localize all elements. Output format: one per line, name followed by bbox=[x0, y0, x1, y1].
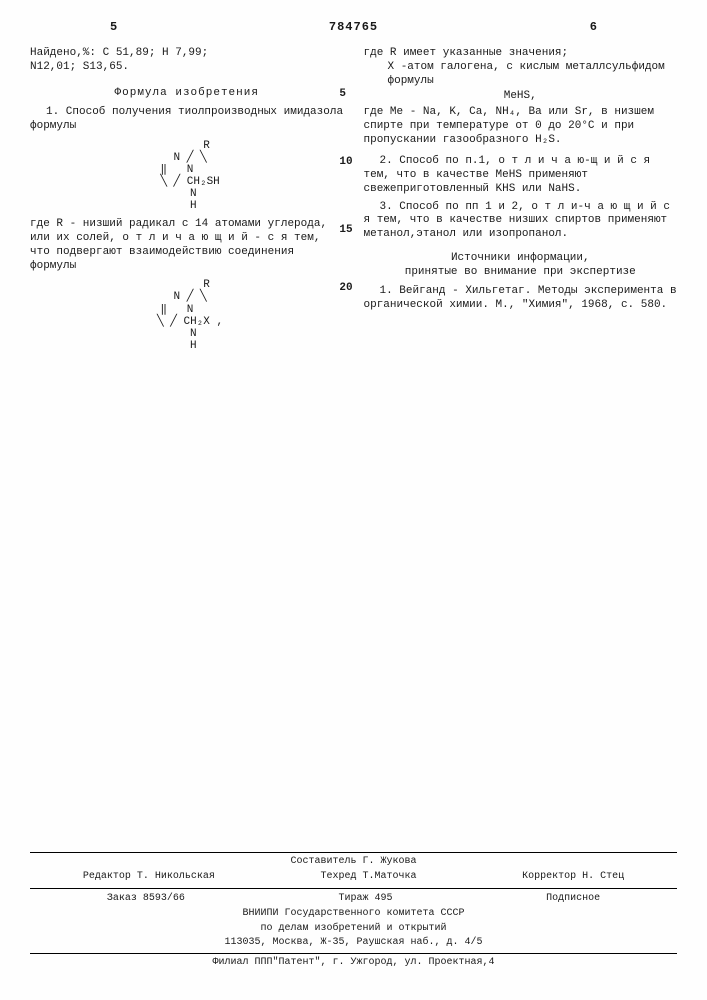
page-number-right: 6 bbox=[590, 20, 597, 35]
chemical-structure-1: R N ╱ ╲ ‖ N ╲ ╱ CH₂SH N H bbox=[30, 140, 344, 213]
page-number-left: 5 bbox=[110, 20, 117, 35]
where-x-halogen: X -атом галогена, с кислым металлсульфид… bbox=[364, 61, 678, 89]
claim-1-interaction: или их солей, о т л и ч а ю щ и й - с я … bbox=[30, 232, 344, 273]
sources-title: Источники информации, принятые во вниман… bbox=[364, 252, 678, 280]
patent-number: 784765 bbox=[329, 20, 378, 35]
footer-tirage: Тираж 495 bbox=[338, 893, 392, 906]
footer-order: Заказ 8593/66 bbox=[107, 893, 185, 906]
claim-1-intro: 1. Способ получения тиолпроизводных имид… bbox=[30, 106, 344, 134]
footer-block: Составитель Г. Жукова Редактор Т. Николь… bbox=[30, 850, 677, 971]
claim-3: 3. Способ по пп 1 и 2, о т л и-ч а ю щ и… bbox=[364, 201, 678, 242]
right-column: где R имеет указанные значения; X -атом … bbox=[364, 47, 678, 358]
formula-title: Формула изобретения bbox=[30, 87, 344, 101]
footer-address: 113035, Москва, Ж-35, Раушская наб., д. … bbox=[30, 936, 677, 951]
footer-org-1: ВНИИПИ Государственного комитета СССР bbox=[30, 907, 677, 922]
chemical-structure-2: R N ╱ ╲ ‖ N ╲ ╱ CH₂X , N H bbox=[30, 279, 344, 352]
footer-editor: Редактор Т. Никольская bbox=[83, 871, 215, 884]
analysis-found: Найдено,%: С 51,89; Н 7,99; N12,01; S13,… bbox=[30, 47, 344, 75]
claim-2: 2. Способ по п.1, о т л и ч а ю-щ и й с … bbox=[364, 155, 678, 196]
footer-filial: Филиал ППП"Патент", г. Ужгород, ул. Прое… bbox=[30, 956, 677, 971]
footer-techred: Техред Т.Маточка bbox=[320, 871, 416, 884]
where-r-meaning: где R имеет указанные значения; bbox=[364, 47, 678, 61]
left-column: Найдено,%: С 51,89; Н 7,99; N12,01; S13,… bbox=[30, 47, 344, 358]
claim-1-where-r: где R - низший радикал с 14 атомами угле… bbox=[30, 218, 344, 232]
footer-signed: Подписное bbox=[546, 893, 600, 906]
mehs-formula: MeHS, bbox=[364, 90, 678, 104]
where-me-conditions: где Me - Na, K, Ca, NH₄, Ba или Sr, в ни… bbox=[364, 106, 678, 147]
footer-compiler: Составитель Г. Жукова bbox=[30, 855, 677, 870]
footer-org-2: по делам изобретений и открытий bbox=[30, 922, 677, 937]
footer-corrector: Корректор Н. Стец bbox=[522, 871, 624, 884]
reference-1: 1. Вейганд - Хильгетаг. Методы экспериме… bbox=[364, 285, 678, 313]
